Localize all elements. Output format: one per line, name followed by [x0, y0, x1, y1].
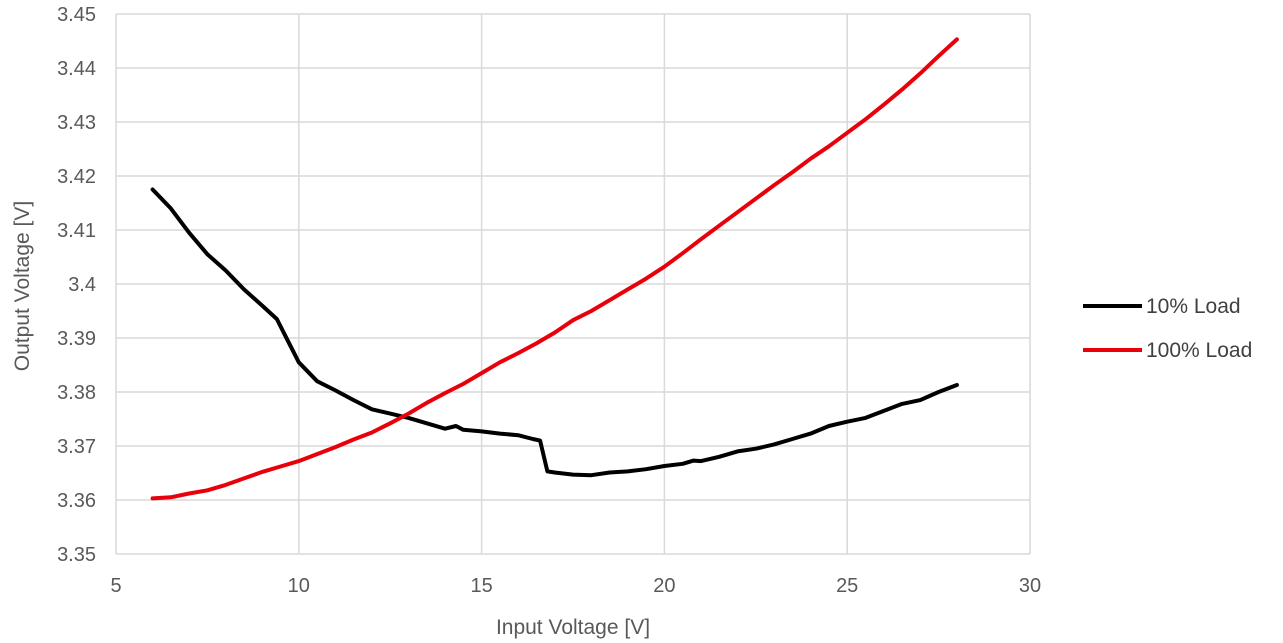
y-tick-label: 3.43 — [57, 112, 96, 134]
y-tick-label: 3.35 — [57, 544, 96, 566]
x-tick-label: 25 — [836, 575, 858, 597]
x-tick-label: 20 — [653, 575, 675, 597]
y-axis-tick-labels: 3.35 3.36 3.37 3.38 3.39 3.4 3.41 3.42 3.43 3.44 3… — [57, 4, 96, 566]
x-tick-label: 10 — [288, 575, 310, 597]
y-tick-label: 3.44 — [57, 58, 96, 80]
legend: 10% Load 100% Load — [1083, 295, 1252, 362]
y-axis-title: Output Voltage [V] — [11, 201, 34, 371]
series-line-100-load — [150, 37, 959, 501]
y-tick-label: 3.42 — [57, 166, 96, 188]
gridlines — [115, 13, 1031, 555]
x-axis-tick-labels: 5 10 15 20 25 30 — [110, 575, 1041, 597]
series-lines — [150, 37, 959, 501]
y-tick-label: 3.38 — [57, 382, 96, 404]
legend-label-100-load: 100% Load — [1146, 339, 1252, 362]
y-tick-label: 3.39 — [57, 328, 96, 350]
legend-label-10-load: 10% Load — [1146, 295, 1241, 318]
series-line-10-load — [150, 187, 959, 478]
y-tick-label: 3.41 — [57, 220, 96, 242]
x-tick-label: 15 — [470, 575, 492, 597]
y-tick-label: 3.37 — [57, 436, 96, 458]
x-axis-title: Input Voltage [V] — [496, 616, 650, 639]
x-tick-label: 5 — [110, 575, 121, 597]
y-tick-label: 3.36 — [57, 490, 96, 512]
y-tick-label: 3.4 — [68, 274, 96, 296]
y-tick-label: 3.45 — [57, 4, 96, 26]
x-tick-label: 30 — [1019, 575, 1041, 597]
